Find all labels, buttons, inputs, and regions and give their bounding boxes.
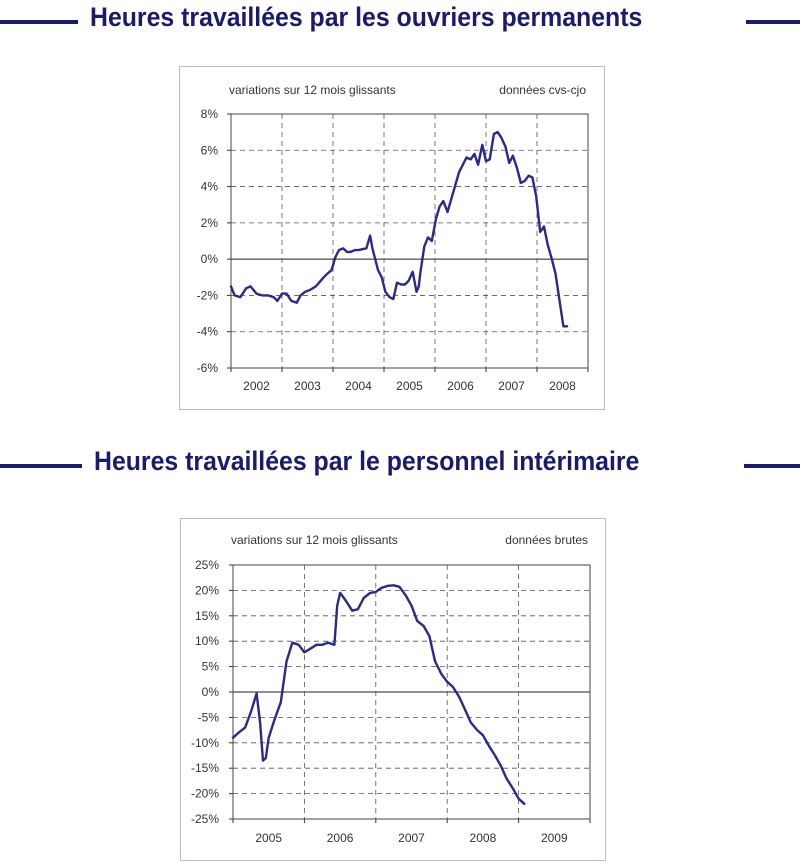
x-tick-label: 2002 [243, 379, 270, 393]
x-tick-label: 2008 [470, 831, 497, 845]
y-tick-label: -15% [191, 761, 219, 775]
annotation-right: données brutes [505, 533, 588, 547]
y-tick-label: 0% [202, 685, 220, 699]
x-tick-label: 2006 [327, 831, 354, 845]
y-tick-label: 6% [201, 143, 219, 157]
x-tick-label: 2007 [398, 831, 425, 845]
y-tick-label: -5% [198, 710, 220, 724]
bottom-chart: variations sur 12 mois glissants données … [191, 533, 591, 845]
y-tick-label: -6% [197, 361, 219, 375]
y-tick-label: 0% [201, 252, 219, 266]
plot-frame [230, 113, 589, 369]
y-tick-label: -2% [197, 288, 219, 302]
y-tick-label: 15% [195, 609, 219, 623]
top-chart: variations sur 12 mois glissants données … [197, 83, 589, 393]
x-tick-label: 2005 [255, 831, 282, 845]
series-line [231, 584, 526, 805]
x-tick-label: 2009 [541, 831, 568, 845]
series-line [229, 130, 569, 328]
plot-frame [232, 564, 591, 820]
bottom-title-rule-right [744, 464, 800, 468]
annotation-left: variations sur 12 mois glissants [229, 83, 396, 97]
y-tick-label: 10% [195, 634, 219, 648]
x-tick-label: 2004 [345, 379, 372, 393]
y-tick-label: 8% [201, 107, 219, 121]
x-tick-label: 2005 [396, 379, 423, 393]
x-tick-label: 2003 [294, 379, 321, 393]
top-chart-panel: variations sur 12 mois glissants données … [179, 66, 605, 410]
y-tick-label: 5% [202, 660, 220, 674]
annotation-right: données cvs-cjo [499, 83, 586, 97]
y-tick-label: 4% [201, 180, 219, 194]
y-tick-label: -10% [191, 736, 219, 750]
top-title-rule-right [746, 20, 800, 24]
x-tick-label: 2008 [549, 379, 576, 393]
x-tick-label: 2007 [498, 379, 525, 393]
bottom-chart-panel: variations sur 12 mois glissants données … [180, 518, 606, 861]
x-tick-label: 2006 [447, 379, 474, 393]
bottom-title-rule-left [0, 464, 82, 468]
y-tick-label: -20% [191, 787, 219, 801]
y-tick-label: -25% [191, 812, 219, 826]
y-tick-label: 25% [195, 558, 219, 572]
annotation-left: variations sur 12 mois glissants [231, 533, 398, 547]
y-tick-label: 2% [201, 216, 219, 230]
y-tick-label: 20% [195, 583, 219, 597]
top-chart-title: Heures travaillées par les ouvriers perm… [90, 2, 643, 32]
bottom-title-row: Heures travaillées par le personnel inté… [0, 446, 800, 486]
top-title-rule-left [0, 20, 78, 24]
y-tick-label: -4% [197, 325, 219, 339]
top-title-row: Heures travaillées par les ouvriers perm… [0, 2, 800, 42]
bottom-chart-title: Heures travaillées par le personnel inté… [94, 446, 640, 476]
